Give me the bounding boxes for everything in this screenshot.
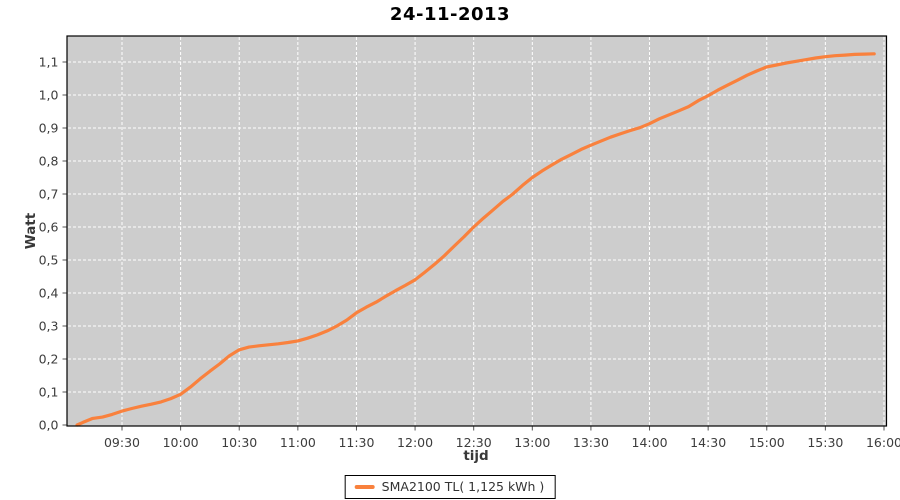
x-tick-label: 12:00 [397, 435, 433, 450]
x-tick-label: 16:00 [866, 435, 900, 450]
x-tick-label: 11:00 [280, 435, 316, 450]
y-tick-label: 0,5 [39, 252, 59, 267]
x-tick-label: 13:00 [514, 435, 550, 450]
x-tick-label: 09:30 [104, 435, 140, 450]
legend: SMA2100 TL( 1,125 kWh ) [344, 475, 556, 499]
x-tick-label: 15:30 [807, 435, 843, 450]
x-tick-label: 15:00 [749, 435, 785, 450]
y-tick-label: 0,7 [39, 186, 59, 201]
x-tick-label: 14:30 [690, 435, 726, 450]
y-tick-label: 1,1 [39, 54, 59, 69]
y-axis-title: Watt [23, 212, 39, 250]
x-tick-label: 11:30 [338, 435, 374, 450]
legend-label: SMA2100 TL( 1,125 kWh ) [381, 479, 545, 494]
y-tick-label: 1,0 [39, 87, 59, 102]
y-tick-label: 0,1 [39, 384, 59, 399]
x-axis-title: tijd [463, 448, 489, 464]
y-tick-label: 0,3 [39, 318, 59, 333]
plot-background [67, 36, 887, 426]
y-tick-label: 0,0 [39, 417, 59, 432]
plot-border [66, 35, 888, 427]
y-tick-label: 0,4 [39, 285, 59, 300]
y-tick-label: 0,2 [39, 351, 59, 366]
chart-title: 24-11-2013 [389, 4, 511, 25]
x-tick-label: 13:30 [573, 435, 609, 450]
legend-line-swatch-icon [354, 484, 375, 489]
y-tick-label: 0,8 [39, 153, 59, 168]
x-tick-label: 10:00 [163, 435, 199, 450]
series-line [75, 52, 876, 427]
x-tick-label: 10:30 [221, 435, 257, 450]
x-tick-label: 12:30 [456, 435, 492, 450]
x-tick-label: 14:00 [632, 435, 668, 450]
y-tick-label: 0,6 [39, 219, 59, 234]
y-tick-label: 0,9 [39, 120, 59, 135]
